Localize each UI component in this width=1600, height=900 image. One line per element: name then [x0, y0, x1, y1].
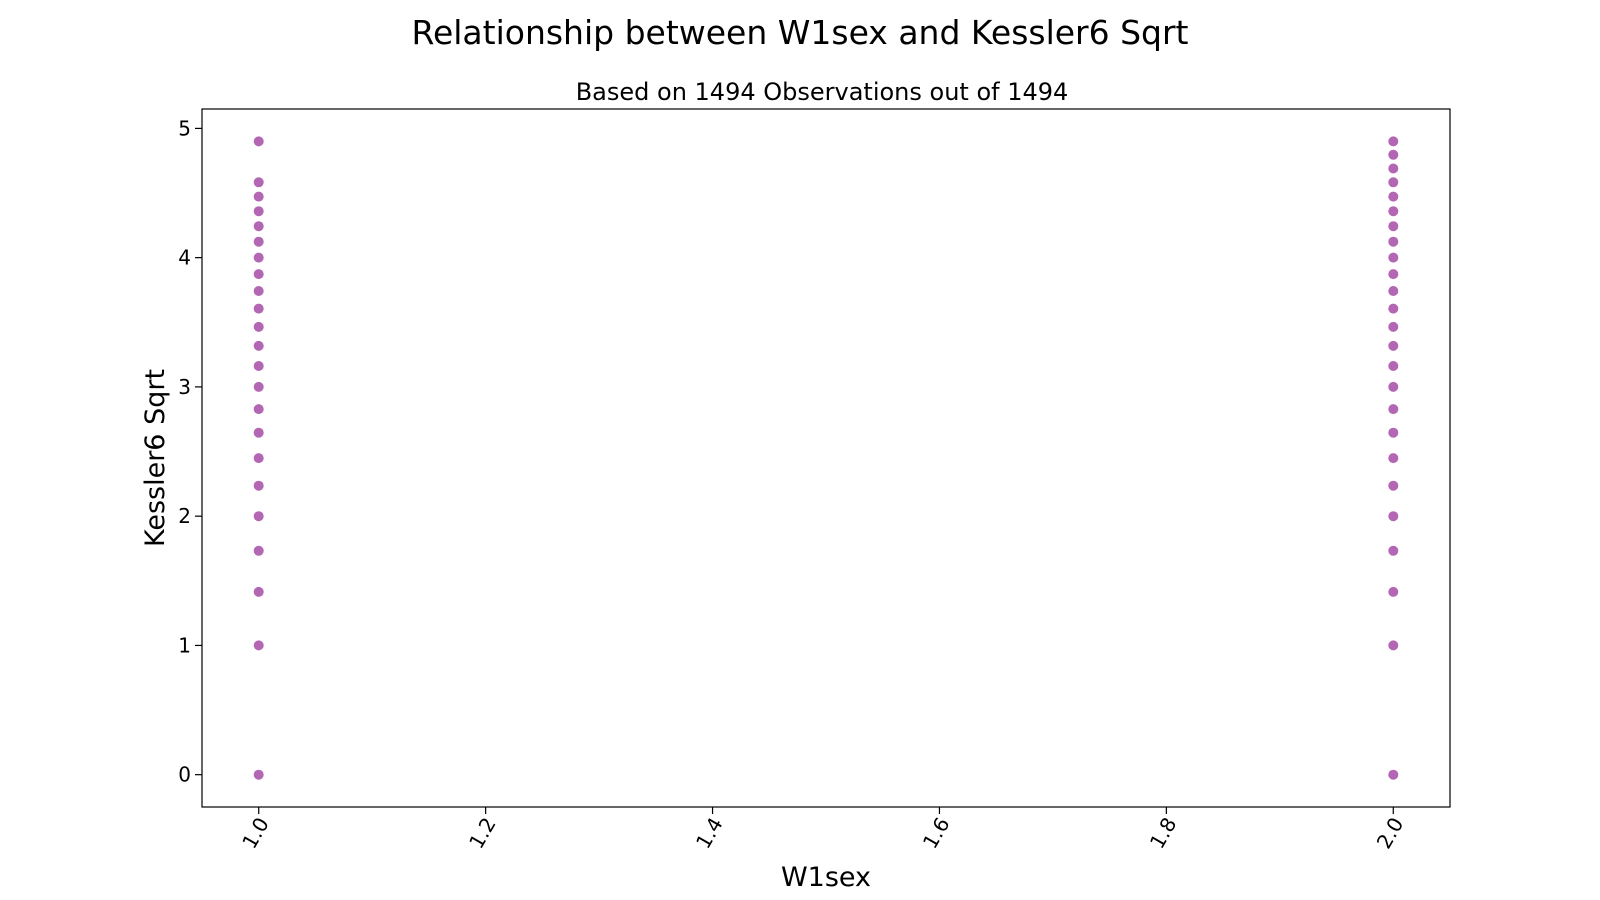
- scatter-point: [1388, 221, 1399, 232]
- y-tick-label: 3: [178, 375, 191, 399]
- scatter-point: [1388, 236, 1399, 247]
- y-tick-label: 2: [178, 504, 191, 528]
- scatter-point: [253, 269, 264, 280]
- chart-subtitle: Based on 1494 Observations out of 1494: [576, 78, 1069, 106]
- points-layer: [253, 136, 1399, 780]
- scatter-point: [253, 321, 264, 332]
- scatter-point: [253, 252, 264, 263]
- scatter-point: [1388, 361, 1399, 371]
- y-tick-label: 0: [178, 763, 191, 787]
- plot-frame: [201, 108, 1451, 808]
- y-tick-label: 4: [178, 246, 191, 270]
- scatter-point: [253, 640, 264, 651]
- ticks-layer: 1.0 1.2 1.4 1.6 1.8 2.0 0 1 2 3 4 5: [178, 116, 1408, 852]
- x-tick-label: 1.4: [691, 813, 728, 853]
- scatter-point: [253, 769, 264, 780]
- x-tick-label: 1.8: [1145, 813, 1182, 853]
- scatter-point: [1388, 136, 1399, 147]
- scatter-point: [1388, 404, 1399, 415]
- scatter-point: [253, 191, 264, 202]
- scatter-point: [253, 480, 264, 491]
- y-tick-label: 5: [178, 116, 191, 140]
- scatter-point: [1388, 149, 1399, 160]
- scatter-point: [1388, 191, 1399, 202]
- scatter-point: [253, 303, 264, 314]
- scatter-point: [1388, 177, 1399, 188]
- scatter-point: [253, 511, 264, 522]
- scatter-point: [1388, 427, 1399, 438]
- scatter-point: [1388, 206, 1399, 217]
- scatter-point: [253, 177, 264, 188]
- x-tick-label: 1.2: [464, 813, 501, 853]
- scatter-point: [1388, 586, 1399, 597]
- x-tick-label: 2.0: [1372, 813, 1409, 853]
- x-tick-label: 1.0: [237, 813, 274, 853]
- scatter-point: [253, 545, 264, 556]
- scatter-point: [1388, 321, 1399, 332]
- x-axis-label: W1sex: [781, 862, 871, 893]
- scatter-point: [253, 361, 264, 371]
- y-axis-label: Kessler6 Sqrt: [140, 369, 171, 547]
- scatter-point: [1388, 286, 1399, 296]
- scatter-point: [253, 586, 264, 597]
- scatter-point: [1388, 511, 1399, 522]
- scatter-point: [1388, 769, 1399, 780]
- scatter-point: [253, 236, 264, 247]
- y-tick-label: 1: [178, 633, 191, 657]
- scatter-point: [1388, 340, 1399, 351]
- scatter-point: [253, 206, 264, 217]
- scatter-point: [1388, 269, 1399, 280]
- scatter-point: [1388, 163, 1399, 174]
- scatter-point: [253, 404, 264, 415]
- scatter-point: [253, 221, 264, 232]
- scatter-point: [253, 453, 264, 464]
- scatter-point: [1388, 545, 1399, 556]
- scatter-point: [253, 381, 264, 392]
- chart-title: Relationship between W1sex and Kessler6 …: [412, 13, 1189, 52]
- scatter-point: [1388, 453, 1399, 464]
- scatter-point: [1388, 252, 1399, 263]
- scatter-point: [253, 136, 264, 147]
- scatter-point: [253, 340, 264, 351]
- scatter-point: [1388, 303, 1399, 314]
- scatter-point: [253, 286, 264, 296]
- x-tick-label: 1.6: [918, 813, 955, 853]
- scatter-point: [1388, 480, 1399, 491]
- scatter-point: [1388, 640, 1399, 651]
- scatter-point: [253, 427, 264, 438]
- scatter-point: [1388, 381, 1399, 392]
